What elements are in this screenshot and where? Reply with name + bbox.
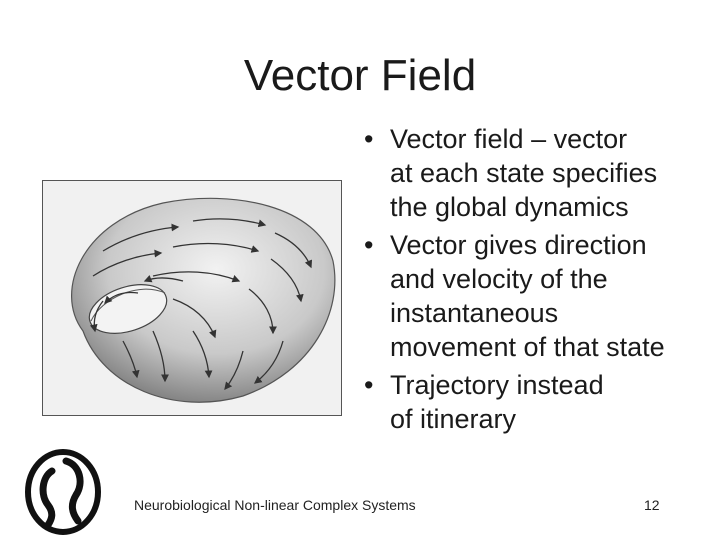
bullet-item: • Vector field – vector at each state sp…: [362, 122, 712, 224]
bullet-dot: •: [364, 124, 374, 154]
bullet-line: and velocity of the: [390, 264, 608, 294]
bullet-item: • Trajectory instead of itinerary: [362, 368, 712, 436]
bullet-item: • Vector gives direction and velocity of…: [362, 228, 712, 364]
bullet-line: Trajectory instead: [390, 370, 604, 400]
bullet-line: Vector gives direction: [390, 230, 647, 260]
torus-vector-field-icon: [43, 181, 341, 415]
bullet-line: movement of that state: [390, 332, 665, 362]
page-number: 12: [644, 497, 660, 513]
footer-text: Neurobiological Non-linear Complex Syste…: [134, 497, 416, 513]
bullet-line: the global dynamics: [390, 192, 629, 222]
bullet-dot: •: [364, 370, 374, 400]
logo: [22, 447, 104, 537]
bullet-dot: •: [364, 230, 374, 260]
bullet-line: Vector field – vector: [390, 124, 628, 154]
torus-figure: [42, 180, 342, 416]
institution-logo-icon: [25, 449, 101, 535]
bullet-line: at each state specifies: [390, 158, 658, 188]
bullet-list: • Vector field – vector at each state sp…: [362, 122, 712, 440]
bullet-line: instantaneous: [390, 298, 559, 328]
slide-title: Vector Field: [243, 51, 477, 100]
bullet-line: of itinerary: [390, 404, 517, 434]
